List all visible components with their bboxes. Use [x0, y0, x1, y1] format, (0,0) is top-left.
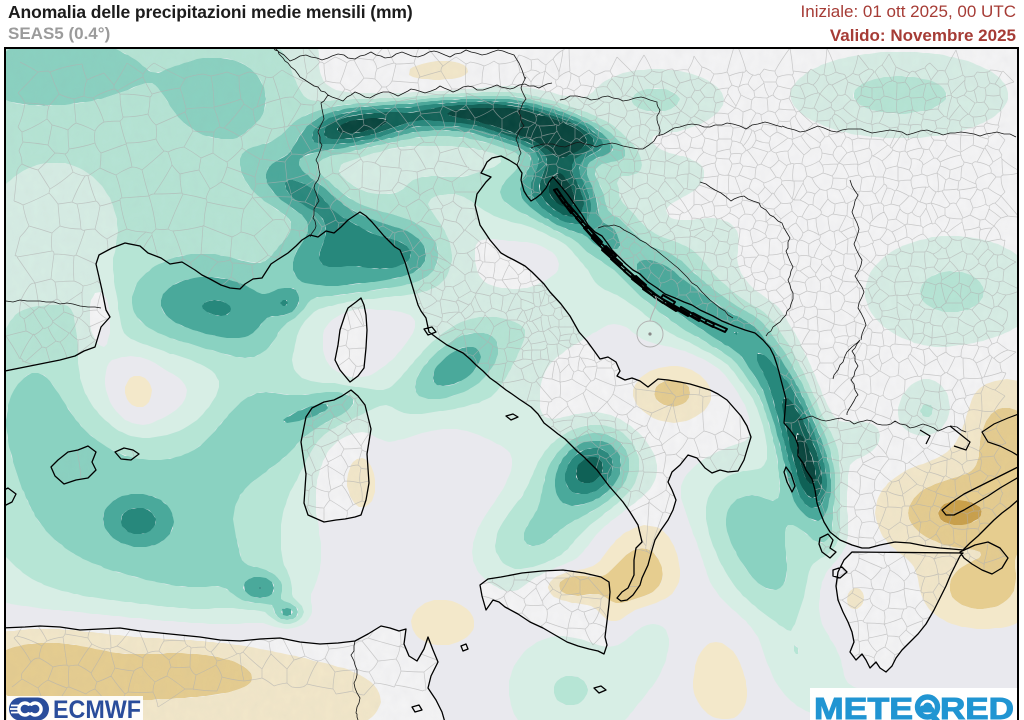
- svg-text:ECMWF: ECMWF: [53, 696, 141, 720]
- svg-text:RED: RED: [940, 691, 1014, 720]
- svg-text:METE: METE: [814, 691, 913, 720]
